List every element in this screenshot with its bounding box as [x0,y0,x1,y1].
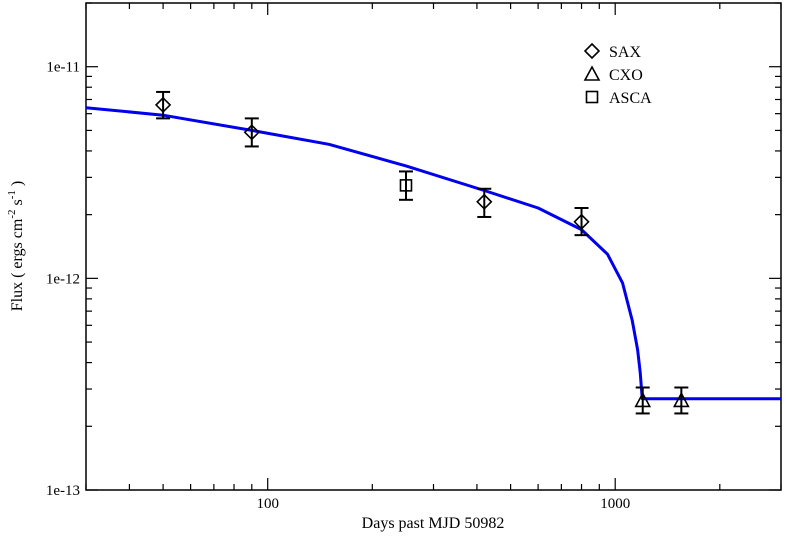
data-point-cxo [673,386,690,415]
y-axis-title-exp1: -2 [6,209,18,218]
legend: SAX CXO ASCA [583,42,652,107]
diamond-marker [154,96,172,114]
legend-diamond-icon [583,42,601,60]
y-axis-title-exp2: -1 [6,190,18,199]
model-curve [85,106,781,401]
axis-ticks: 100 1000 1e-13 1e-12 1e-11 [46,2,782,512]
legend-label-asca: ASCA [609,90,652,107]
y-axis-title: Flux ( ergs cm-2 s-1 ) [6,181,26,312]
data-point-sax [573,206,590,237]
diamond-marker [476,193,493,210]
data-point-cxo [634,386,652,415]
y-tick-label: 1e-13 [46,483,80,499]
data-point-sax [476,187,493,218]
legend-square-icon [585,90,599,104]
triangle-marker [673,391,690,408]
data-point-asca [398,170,413,201]
legend-label-sax: SAX [609,44,641,61]
diamond-marker [243,124,260,141]
legend-triangle-icon [583,65,601,81]
data-point-sax [243,117,260,148]
y-axis-title-s: s [9,199,26,209]
square-marker [399,179,413,192]
diamond-marker [573,213,590,230]
x-tick-label: 1000 [600,496,630,512]
legend-label-cxo: CXO [609,67,643,84]
triangle-marker [634,391,652,408]
x-axis-title: Days past MJD 50982 [362,515,505,532]
model-curve-layer [85,106,781,401]
data-points-layer [154,90,690,415]
y-axis-title-main: Flux ( ergs cm [9,218,26,311]
plot-frame [85,2,782,491]
y-tick-label: 1e-11 [46,60,80,76]
x-tick-label: 100 [256,496,279,512]
data-point-sax [154,90,172,120]
y-tick-label: 1e-12 [46,271,80,287]
y-axis-title-close: ) [9,181,26,190]
